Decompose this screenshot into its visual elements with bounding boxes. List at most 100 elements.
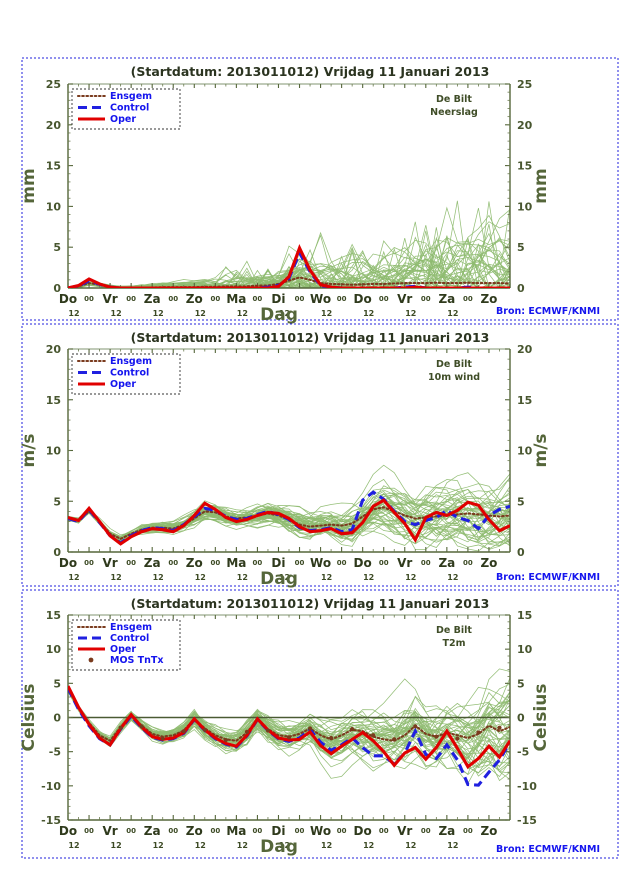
x-day-label: Zo [480,556,497,570]
series-mos-point [455,736,460,741]
y-axis-title-right: Celsius [531,684,551,752]
y-tick-label: 0 [53,546,61,559]
variable-annotation: 10m wind [428,372,480,383]
x-day-label: Za [144,556,161,570]
x-midnight-label: 00 [379,295,389,303]
panel-precipitation: (Startdatum: 2013011012) Vrijdag 11 Janu… [19,57,619,325]
x-hour-label: 12 [195,573,206,582]
y-tick-label: 10 [517,200,533,213]
legend-label-control: Control [110,368,149,379]
x-midnight-label: 00 [253,295,263,303]
x-day-label: Do [59,824,77,838]
x-midnight-label: 00 [295,559,305,567]
x-day-label: Vr [397,556,412,570]
station-annotation: De Bilt [436,625,472,636]
legend-label-mos: MOS TnTx [110,655,164,666]
annotations: De Bilt Neerslag [430,94,478,118]
x-midnight-label: 00 [421,559,431,567]
y-tick-label: 5 [53,241,61,254]
y-tick-label: 10 [517,643,533,656]
x-midnight-label: 00 [84,295,94,303]
x-hour-label: 12 [195,309,206,318]
x-day-label: Za [438,824,455,838]
y-tick-label: 15 [46,394,61,407]
x-day-label: Zo [186,292,203,306]
y-axis-title-right: mm [531,168,551,203]
y-tick-label: 5 [517,241,525,254]
y-tick-label: 15 [517,394,532,407]
panel-container: (Startdatum: 2013011012) Vrijdag 11 Janu… [19,57,619,859]
annotations: De Bilt 10m wind [428,359,480,383]
series-mos-point [118,725,123,730]
x-midnight-label: 00 [84,827,94,835]
ensemble-member-line [68,499,510,537]
x-hour-label: 12 [237,841,248,850]
x-day-label: Ma [226,556,246,570]
panel-title: (Startdatum: 2013011012) Vrijdag 11 Janu… [131,64,490,79]
panel-title: (Startdatum: 2013011012) Vrijdag 11 Janu… [131,596,490,611]
x-hour-label: 12 [153,309,164,318]
forecast-series [68,685,510,787]
y-tick-label: -10 [517,780,537,793]
y-tick-label: 0 [53,282,61,295]
x-midnight-label: 00 [421,295,431,303]
y-tick-label: 25 [46,78,61,91]
variable-annotation: T2m [443,638,466,649]
series-mos-point [413,724,418,729]
y-tick-label: 20 [46,119,62,132]
x-day-label: Wo [310,292,331,306]
x-hour-label: 12 [237,309,248,318]
ensemble-member-line [68,237,510,288]
y-tick-label: 20 [46,343,62,356]
legend-label-control: Control [110,633,149,644]
legend-label-ensgem: Ensgem [110,356,152,367]
x-hour-label: 12 [321,841,332,850]
panel-wind: (Startdatum: 2013011012) Vrijdag 11 Janu… [19,323,619,589]
legend-label-oper: Oper [110,644,136,655]
series-mos-point [202,727,207,732]
x-midnight-label: 00 [337,559,347,567]
series-mos-point [181,729,186,734]
x-day-label: Vr [102,292,117,306]
series-mos-point [328,735,334,741]
x-hour-label: 12 [153,841,164,850]
series-mos-point [476,730,481,735]
y-tick-label: 15 [517,160,532,173]
x-midnight-label: 00 [337,827,347,835]
x-hour-label: 12 [405,309,416,318]
ensemble-member-line [68,493,510,542]
series-oper [68,498,510,546]
legend-marker-mos-icon [88,657,94,663]
x-hour-label: 12 [363,841,374,850]
y-tick-label: 5 [53,677,61,690]
y-tick-label: 15 [517,609,532,622]
x-midnight-label: 00 [295,295,305,303]
y-tick-label: -15 [41,814,61,827]
source-attribution: Bron: ECMWF/KNMI [496,572,600,583]
x-day-label: Vr [102,824,117,838]
y-axis-title: Celsius [19,684,39,752]
y-axis-title: m/s [19,433,39,467]
series-mos-point [371,733,376,738]
x-hour-label: 12 [279,573,290,582]
x-day-label: Di [271,556,285,570]
y-tick-label: 20 [517,119,533,132]
y-tick-label: 20 [517,343,533,356]
source-attribution: Bron: ECMWF/KNMI [496,306,600,317]
y-tick-label: 10 [46,445,62,458]
legend-label-oper: Oper [110,379,136,390]
annotations: De Bilt T2m [436,625,472,649]
y-tick-label: 15 [46,609,61,622]
x-day-label: Di [271,824,285,838]
y-tick-label: 5 [517,677,525,690]
station-annotation: De Bilt [436,94,472,105]
source-attribution: Bron: ECMWF/KNMI [496,844,600,855]
series-mos-point [160,736,165,741]
y-tick-label: 5 [53,495,61,508]
x-day-label: Wo [310,824,331,838]
x-midnight-label: 00 [379,827,389,835]
y-axis-title: mm [19,168,39,203]
x-hour-label: 12 [153,573,164,582]
x-midnight-label: 00 [126,295,136,303]
